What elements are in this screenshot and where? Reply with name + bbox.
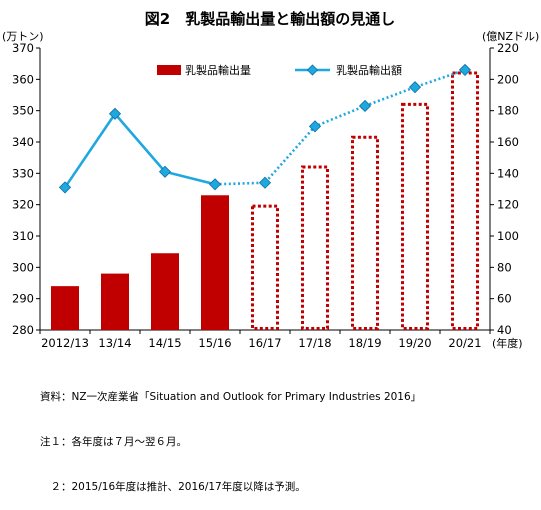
x-tick-label: 13/14 (98, 336, 131, 350)
legend-value-label: 乳製品輸出額 (336, 63, 402, 77)
legend-volume-label: 乳製品輸出量 (185, 63, 251, 77)
export-volume-forecast-bar (351, 135, 379, 330)
note-1: 注１：各年度は７月～翌６月。 (40, 436, 187, 448)
export-value-forecast-line (214, 68, 466, 186)
left-tick-label: 310 (12, 229, 34, 243)
export-volume-forecast-bar (401, 102, 429, 331)
right-tick-label: 120 (497, 198, 519, 212)
right-tick-label: 60 (497, 292, 512, 306)
x-tick-label: 2012/13 (41, 336, 89, 350)
legend-volume-swatch (157, 65, 181, 75)
x-tick-label: 15/16 (198, 336, 231, 350)
export-volume-forecast-bar (251, 204, 279, 331)
left-tick-label: 320 (12, 198, 34, 212)
export-volume-bar (51, 286, 79, 330)
left-tick-label: 290 (12, 292, 34, 306)
export-value-marker (208, 178, 222, 191)
note-2: ２：2015/16年度は推計、2016/17年度以降は予測。 (40, 481, 306, 493)
left-tick-label: 330 (12, 166, 34, 180)
export-forecast-chart: 図2 乳製品輸出量と輸出額の見通し (万トン) (億NZドル) 280 290 300 31… (2, 10, 539, 350)
export-volume-bar (101, 273, 129, 330)
right-tick-label: 180 (497, 104, 519, 118)
right-tick-label: 200 (497, 72, 519, 86)
export-value-line (63, 111, 216, 189)
chart-notes: 資料：NZ一次産業省「Situation and Outlook for Pri… (40, 360, 421, 510)
export-value-marker (308, 120, 322, 133)
x-tick-label: 18/19 (348, 336, 381, 350)
export-value-marker (58, 181, 72, 194)
export-value-marker (458, 63, 472, 76)
export-volume-forecast-bar (451, 71, 479, 330)
left-axis-unit-label: (万トン) (2, 30, 44, 43)
left-tick-label: 360 (12, 72, 34, 86)
export-value-marker (158, 165, 172, 178)
left-tick-label: 280 (12, 323, 34, 337)
right-tick-label: 100 (497, 229, 519, 243)
export-volume-bar (201, 195, 229, 330)
export-value-marker (258, 176, 272, 189)
chart-title: 図2 乳製品輸出量と輸出額の見通し (145, 10, 395, 28)
export-value-marker (108, 107, 122, 120)
x-axis-unit-label: (年度) (492, 336, 523, 350)
x-tick-label: 17/18 (298, 336, 331, 350)
right-tick-label: 140 (497, 166, 519, 180)
export-value-marker (408, 81, 422, 94)
x-tick-label: 20/21 (448, 336, 481, 350)
export-volume-bar (151, 253, 179, 330)
x-tick-label: 14/15 (148, 336, 181, 350)
x-tick-label: 19/20 (398, 336, 431, 350)
legend-value-marker (306, 64, 319, 76)
right-axis-unit-label: (億NZドル) (482, 30, 539, 43)
left-tick-label: 300 (12, 260, 34, 274)
export-value-marker (358, 99, 372, 113)
right-tick-label: 220 (497, 41, 519, 55)
left-tick-label: 350 (12, 104, 34, 118)
right-tick-label: 40 (497, 323, 512, 337)
right-tick-label: 160 (497, 135, 519, 149)
x-tick-label: 16/17 (248, 336, 281, 350)
left-tick-label: 340 (12, 135, 34, 149)
export-volume-forecast-bar (301, 165, 329, 330)
left-tick-label: 370 (12, 41, 34, 55)
source-note: 資料：NZ一次産業省「Situation and Outlook for Pri… (40, 391, 422, 403)
right-tick-label: 80 (497, 260, 512, 274)
